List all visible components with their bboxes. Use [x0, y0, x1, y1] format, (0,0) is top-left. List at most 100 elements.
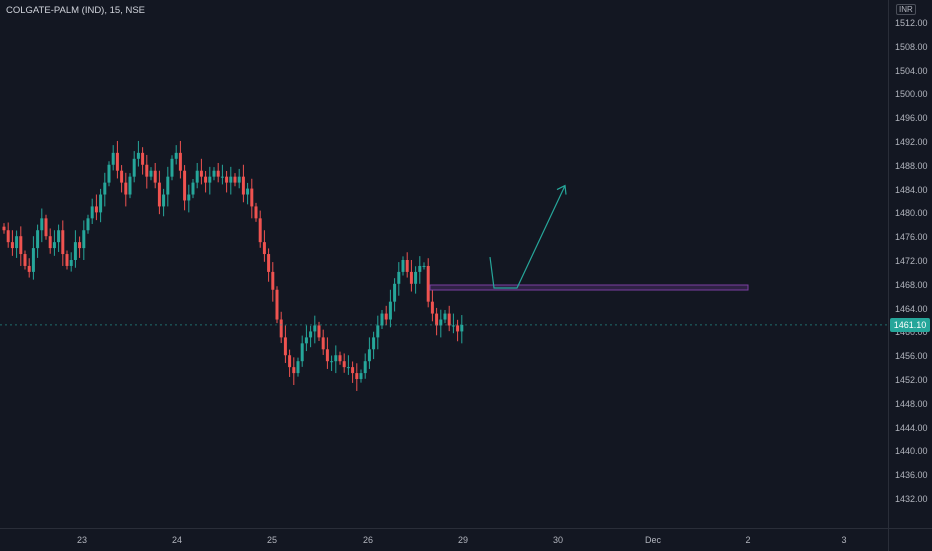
price-tick-label: 1436.00 — [895, 470, 928, 481]
candle-body — [296, 361, 300, 374]
candle-body — [351, 367, 355, 374]
candle-body — [178, 152, 182, 171]
candle-body — [414, 271, 418, 284]
candle-body — [36, 230, 40, 249]
candle-body — [313, 325, 317, 332]
price-tick-label: 1508.00 — [895, 41, 928, 52]
candle-body — [48, 236, 52, 249]
candle-body — [229, 176, 233, 183]
candle-body — [86, 218, 90, 231]
time-tick-label: 30 — [552, 535, 564, 545]
candle-body — [69, 260, 73, 266]
candle-body — [149, 170, 153, 177]
candle-body — [19, 236, 23, 255]
candle-body — [401, 260, 405, 272]
price-tick-label: 1484.00 — [895, 184, 928, 195]
price-tick-label: 1452.00 — [895, 375, 928, 386]
price-tick-label: 1472.00 — [895, 256, 928, 266]
candle-body — [422, 265, 426, 267]
price-tick-label: 1512.00 — [895, 17, 928, 28]
candle-body — [283, 337, 287, 356]
candle-body — [292, 367, 296, 374]
candle-body — [393, 283, 397, 302]
candle-body — [191, 182, 195, 195]
candle-body — [376, 325, 380, 338]
time-tick-label: 23 — [76, 535, 88, 545]
candle-body — [338, 355, 342, 362]
candle-body — [94, 206, 98, 213]
symbol-title[interactable]: COLGATE-PALM (IND), 15, NSE — [6, 5, 146, 16]
candle-body — [157, 182, 161, 207]
candle-body — [330, 361, 334, 363]
candle-body — [372, 337, 376, 350]
candle-body — [279, 319, 283, 338]
candle-body — [359, 373, 363, 380]
candle-body — [258, 218, 262, 243]
candle-body — [204, 176, 208, 183]
last-price-tag: 1461.10 — [890, 317, 930, 332]
candle-body — [174, 152, 178, 159]
candle-body — [216, 170, 220, 177]
candle-body — [460, 324, 464, 332]
price-tick-label: 1468.00 — [895, 279, 928, 290]
candle-body — [6, 230, 10, 243]
candle-body — [52, 242, 56, 249]
candle-body — [183, 170, 187, 201]
price-tick-label: 1500.00 — [895, 89, 928, 100]
candle-body — [246, 188, 250, 195]
candle-body — [44, 218, 48, 237]
candle-body — [120, 170, 124, 183]
candle-body — [170, 158, 174, 177]
projection-path[interactable] — [489, 185, 566, 289]
candle-body — [451, 325, 455, 327]
candle-body — [136, 152, 140, 159]
candle-body — [15, 236, 19, 249]
candle-body — [418, 265, 422, 272]
candle-body — [334, 355, 338, 362]
time-tick-label: 26 — [362, 535, 374, 545]
candle-body — [128, 176, 132, 195]
candle-body — [388, 301, 392, 320]
candle-body — [115, 152, 119, 171]
currency-badge[interactable]: INR — [896, 4, 916, 15]
price-tick-label: 1440.00 — [895, 446, 928, 457]
candle-body — [250, 188, 254, 207]
candle-body — [430, 301, 434, 314]
price-tick-label: 1504.00 — [895, 65, 928, 76]
candle-body — [132, 158, 136, 177]
candle-body — [187, 194, 191, 201]
candle-body — [111, 152, 115, 165]
price-tick-label: 1432.00 — [895, 494, 928, 505]
chart-area[interactable] — [0, 0, 888, 528]
price-tick-label: 1488.00 — [895, 160, 928, 171]
time-tick-label: 2 — [745, 535, 751, 545]
price-tick-label: 1480.00 — [895, 208, 928, 219]
price-tick-label: 1464.00 — [895, 303, 928, 314]
candle-body — [57, 230, 61, 243]
candle-body — [367, 349, 371, 362]
candle-body — [275, 289, 279, 320]
candle-body — [271, 271, 275, 290]
candle-body — [405, 260, 409, 272]
price-axis[interactable]: 1512.00 1508.00 1504.00 1500.00 1496.00 1492.… — [888, 0, 932, 528]
candle-body — [166, 176, 170, 195]
candle-body — [10, 242, 14, 249]
candle-body — [82, 230, 86, 249]
price-tick-label: 1460.00 — [895, 327, 928, 338]
candle-body — [409, 271, 413, 284]
candlestick-chart[interactable] — [0, 0, 888, 528]
candle-body — [300, 343, 304, 362]
candle-body — [212, 170, 216, 177]
axis-corner — [888, 528, 932, 551]
candle-body — [61, 230, 65, 255]
candle-body — [342, 361, 346, 368]
candle-body — [73, 242, 77, 260]
candle-body — [241, 176, 245, 195]
time-axis[interactable]: 23 24 25 26 29 30 Dec 2 3 — [0, 528, 888, 551]
supply-demand-zone[interactable] — [429, 284, 749, 291]
candle-body — [233, 176, 237, 183]
candle-body — [27, 265, 31, 272]
candle-body — [426, 265, 430, 302]
candle-body — [321, 337, 325, 350]
time-tick-label: 3 — [841, 535, 847, 545]
